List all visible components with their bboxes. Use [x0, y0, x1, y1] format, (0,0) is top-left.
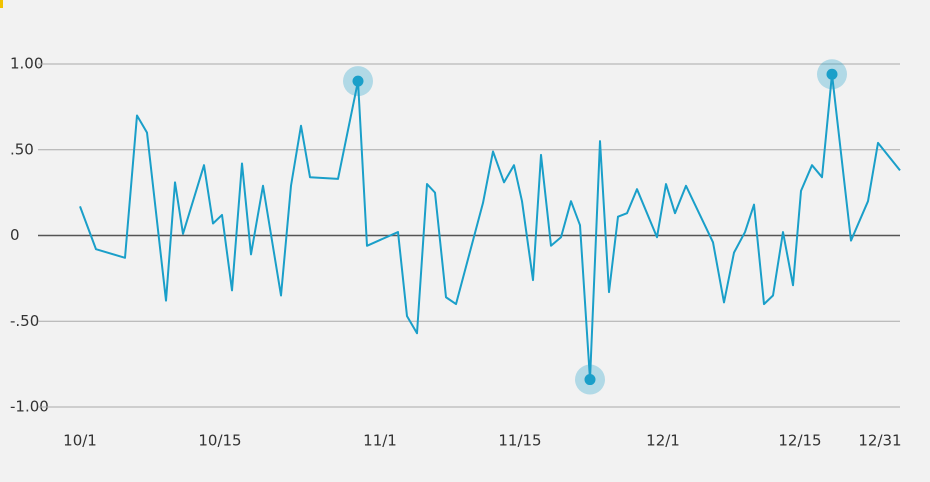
y-tick-label: 0: [10, 226, 20, 244]
highlight-point: [826, 68, 838, 80]
x-tick-label: 10/1: [63, 432, 97, 450]
highlight-point: [352, 75, 364, 87]
line: [79, 73, 901, 381]
highlight-point: [584, 374, 596, 386]
x-tick-label: 10/15: [198, 432, 241, 450]
y-tick-label: -1.00: [10, 398, 49, 416]
x-tick-label: 12/1: [646, 432, 680, 450]
x-tick-label: 11/15: [498, 432, 541, 450]
x-tick-label: 12/31: [858, 432, 901, 450]
y-tick-label: 1.00: [10, 55, 43, 73]
x-tick-label: 12/15: [778, 432, 821, 450]
corner-accent: [0, 0, 3, 8]
x-tick-label: 11/1: [363, 432, 397, 450]
y-tick-label: -.50: [10, 312, 39, 330]
y-tick-label: .50: [10, 140, 34, 158]
